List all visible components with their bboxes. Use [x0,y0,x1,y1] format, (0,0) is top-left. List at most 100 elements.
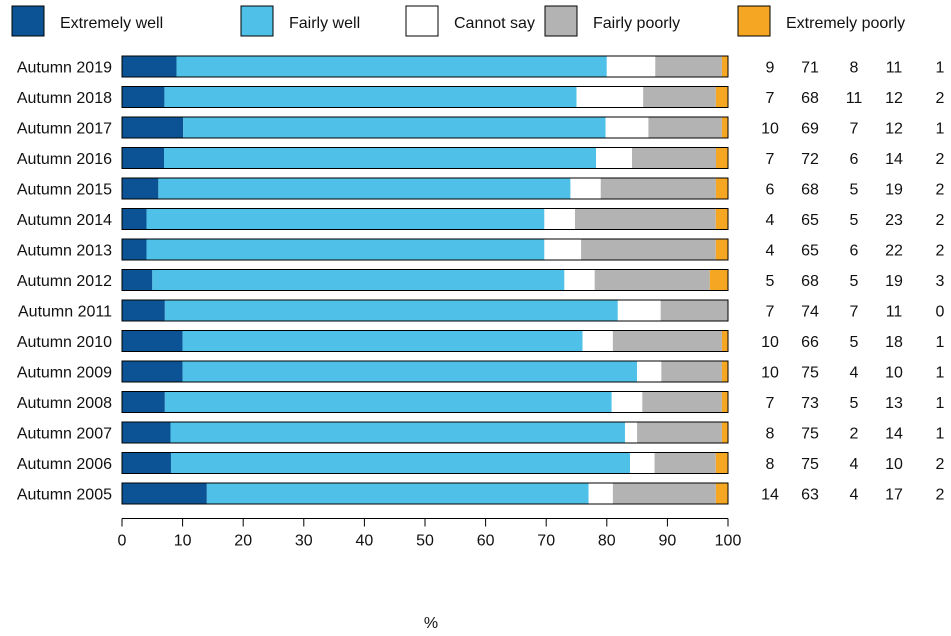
value-label-fairly-well: 69 [801,121,819,138]
bar-segment-cannot-say [564,269,595,291]
value-label-fairly-poorly: 19 [885,182,903,199]
value-label-fairly-poorly: 14 [885,151,903,168]
value-label-fairly-well: 63 [801,487,819,504]
bar-outline [121,299,729,322]
bar-segment-fairly-well [182,361,638,382]
bar-segment-fairly-poorly [655,56,722,77]
value-label-cannot-say: 2 [850,426,859,443]
bar-segment-fairly-poorly [594,269,710,291]
bar-outline [121,208,729,230]
bar-segment-extremely-poorly [721,422,728,443]
bar-segment-cannot-say [544,239,582,260]
value-label-fairly-well: 68 [801,182,819,199]
bar-segment-fairly-poorly [654,452,716,474]
value-label-extremely-poorly: 2 [936,90,945,107]
category-label: Autumn 2015 [17,182,112,199]
bar-segment-fairly-poorly [612,330,722,352]
value-label-cannot-say: 5 [850,273,859,290]
bar-segment-fairly-poorly [612,483,716,504]
value-label-extremely-well: 4 [766,243,775,260]
bar-segment-extremely-well [122,361,183,382]
bar-segment-extremely-well [122,391,165,413]
value-label-extremely-well: 10 [761,365,779,382]
category-label: Autumn 2018 [17,90,112,107]
bar-segment-extremely-well [122,178,159,199]
value-columns: 9 71 8 11 17 68 11 12 210 69 7 12 17 72 6 14 26 68 5 19 24 65… [761,60,944,504]
bar-segment-extremely-well [122,269,153,291]
legend-swatch-cannot-say [405,5,439,37]
category-label: Autumn 2008 [17,395,112,412]
bar-segment-extremely-well [122,56,177,77]
value-label-fairly-well: 73 [801,395,819,412]
bar-outline [121,330,729,352]
bar-outline [121,116,729,139]
value-label-extremely-poorly: 1 [936,395,945,412]
value-label-fairly-well: 75 [801,456,819,473]
bar-segment-extremely-well [122,422,171,443]
value-label-cannot-say: 11 [846,90,863,107]
value-label-extremely-poorly: 1 [936,60,945,77]
legend: Extremely well Fairly well Cannot say Fairl… [11,5,905,37]
value-label-cannot-say: 4 [850,456,859,473]
bar-segment-extremely-well [122,452,171,474]
value-label-fairly-poorly: 11 [886,304,903,321]
value-label-cannot-say: 6 [850,151,859,168]
bar-segment-extremely-poorly [715,208,728,230]
value-label-extremely-poorly: 2 [936,487,945,504]
bar-segment-fairly-well [164,300,618,321]
value-label-cannot-say: 4 [850,487,859,504]
bar-segment-fairly-well [206,483,589,504]
value-label-extremely-well: 4 [766,212,775,229]
bar-segment-extremely-poorly [721,361,728,382]
value-label-fairly-poorly: 18 [885,334,903,351]
category-label: Autumn 2017 [17,121,112,138]
value-label-fairly-well: 66 [801,334,819,351]
bar-segment-cannot-say [624,422,638,443]
bar-segment-cannot-say [630,452,655,474]
bar-segment-cannot-say [544,208,575,230]
value-label-cannot-say: 5 [850,395,859,412]
value-label-fairly-well: 65 [801,212,819,229]
value-label-fairly-poorly: 23 [885,212,903,229]
bar-segment-fairly-well [170,452,631,474]
value-label-cannot-say: 8 [850,60,859,77]
bar-segment-extremely-poorly [715,452,728,474]
x-tick-label: 10 [174,533,192,550]
x-tick-label: 100 [715,533,742,550]
bar-segment-extremely-well [122,239,147,260]
category-label: Autumn 2013 [17,243,112,260]
value-label-fairly-poorly: 22 [885,243,903,260]
value-label-fairly-poorly: 12 [885,121,903,138]
value-label-fairly-well: 71 [801,60,819,77]
bar-segment-extremely-poorly [716,147,728,169]
value-label-fairly-well: 75 [801,426,819,443]
bar-segment-fairly-well [146,208,545,230]
bar-segment-fairly-poorly [574,208,716,230]
bar-segment-fairly-well [146,239,545,260]
bar-segment-extremely-well [122,483,207,504]
bar-segment-extremely-well [122,300,165,321]
value-label-extremely-poorly: 2 [936,182,945,199]
bar-segment-cannot-say [606,56,656,77]
value-label-fairly-well: 75 [801,365,819,382]
value-label-fairly-poorly: 17 [885,487,903,504]
value-label-extremely-well: 7 [766,90,775,107]
x-tick-label: 30 [295,533,313,550]
value-label-cannot-say: 7 [850,304,859,321]
value-label-fairly-well: 74 [801,304,819,321]
legend-swatch-extremely-well [11,5,45,37]
value-label-fairly-well: 68 [801,90,819,107]
value-label-extremely-well: 7 [766,304,775,321]
value-label-extremely-well: 14 [761,487,779,504]
category-label: Autumn 2011 [18,304,112,321]
value-label-extremely-poorly: 1 [936,426,945,443]
bar-segment-extremely-poorly [715,178,728,199]
value-label-extremely-well: 9 [766,60,775,77]
bar-segment-extremely-poorly [721,117,728,138]
category-label: Autumn 2009 [17,365,112,382]
category-label: Autumn 2010 [17,334,112,351]
value-label-extremely-poorly: 1 [936,121,945,138]
bar-segment-fairly-well [170,422,625,443]
bar-outline [121,238,729,261]
